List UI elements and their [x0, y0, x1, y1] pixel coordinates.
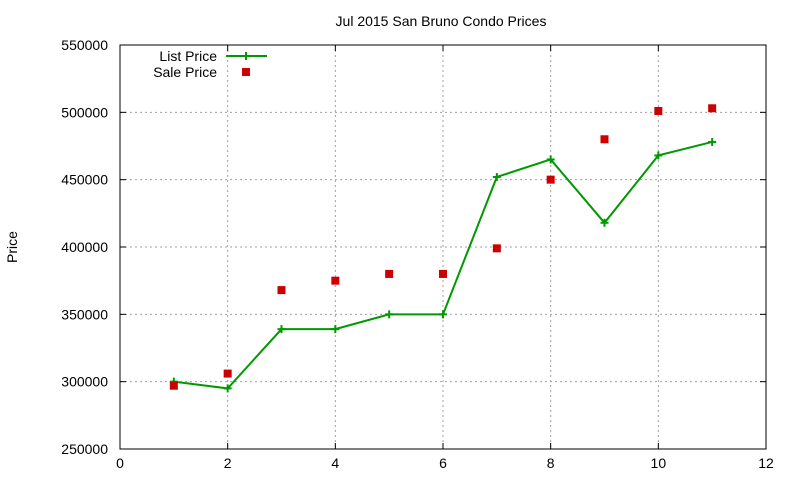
y-tick-label: 350000 [61, 306, 108, 322]
x-tick-label: 6 [439, 455, 447, 471]
legend-marker [242, 52, 250, 60]
grid [120, 45, 766, 449]
x-tick-label: 2 [224, 455, 232, 471]
x-tick-label: 8 [547, 455, 555, 471]
sale-price-point [546, 175, 555, 184]
legend-label: List Price [159, 48, 217, 64]
legend-label: Sale Price [153, 64, 217, 80]
axis-ticks: 0 2 4 6 8 10 12 250000 300000 350000 400000 450000 5… [61, 37, 774, 471]
sale-price-point [654, 106, 663, 115]
list-price-point [600, 218, 609, 227]
sale-price-point [708, 104, 717, 113]
list-price-point [331, 325, 340, 334]
y-tick-label: 550000 [61, 37, 108, 53]
y-tick-label: 300000 [61, 374, 108, 390]
x-tick-label: 10 [651, 455, 667, 471]
sale-price-point [385, 269, 394, 278]
list-price-point [708, 137, 717, 146]
list-price-point [654, 151, 663, 160]
y-tick-label: 500000 [61, 104, 108, 120]
list-price-point [492, 172, 501, 181]
sale-price-point [223, 369, 232, 378]
sale-price-point [439, 269, 447, 278]
series [169, 104, 717, 393]
list-price-point [223, 384, 232, 393]
sale-price-point [169, 381, 178, 390]
y-tick-label: 250000 [61, 441, 108, 457]
sale-price-point [277, 286, 286, 295]
sale-price-point [492, 244, 501, 253]
y-axis-label: Price [4, 231, 20, 263]
legend-marker [242, 68, 250, 76]
list-price-point [277, 325, 286, 334]
x-tick-label: 12 [758, 455, 774, 471]
list-price-point [439, 310, 447, 319]
sale-price-point [331, 276, 340, 285]
list-price-point [385, 310, 394, 319]
x-tick-label: 0 [116, 455, 124, 471]
y-tick-label: 400000 [61, 239, 108, 255]
y-tick-label: 450000 [61, 172, 108, 188]
chart-title: Jul 2015 San Bruno Condo Prices [336, 13, 547, 29]
sale-price-point [600, 135, 609, 144]
x-tick-label: 4 [331, 455, 339, 471]
list-price-point [546, 155, 555, 164]
